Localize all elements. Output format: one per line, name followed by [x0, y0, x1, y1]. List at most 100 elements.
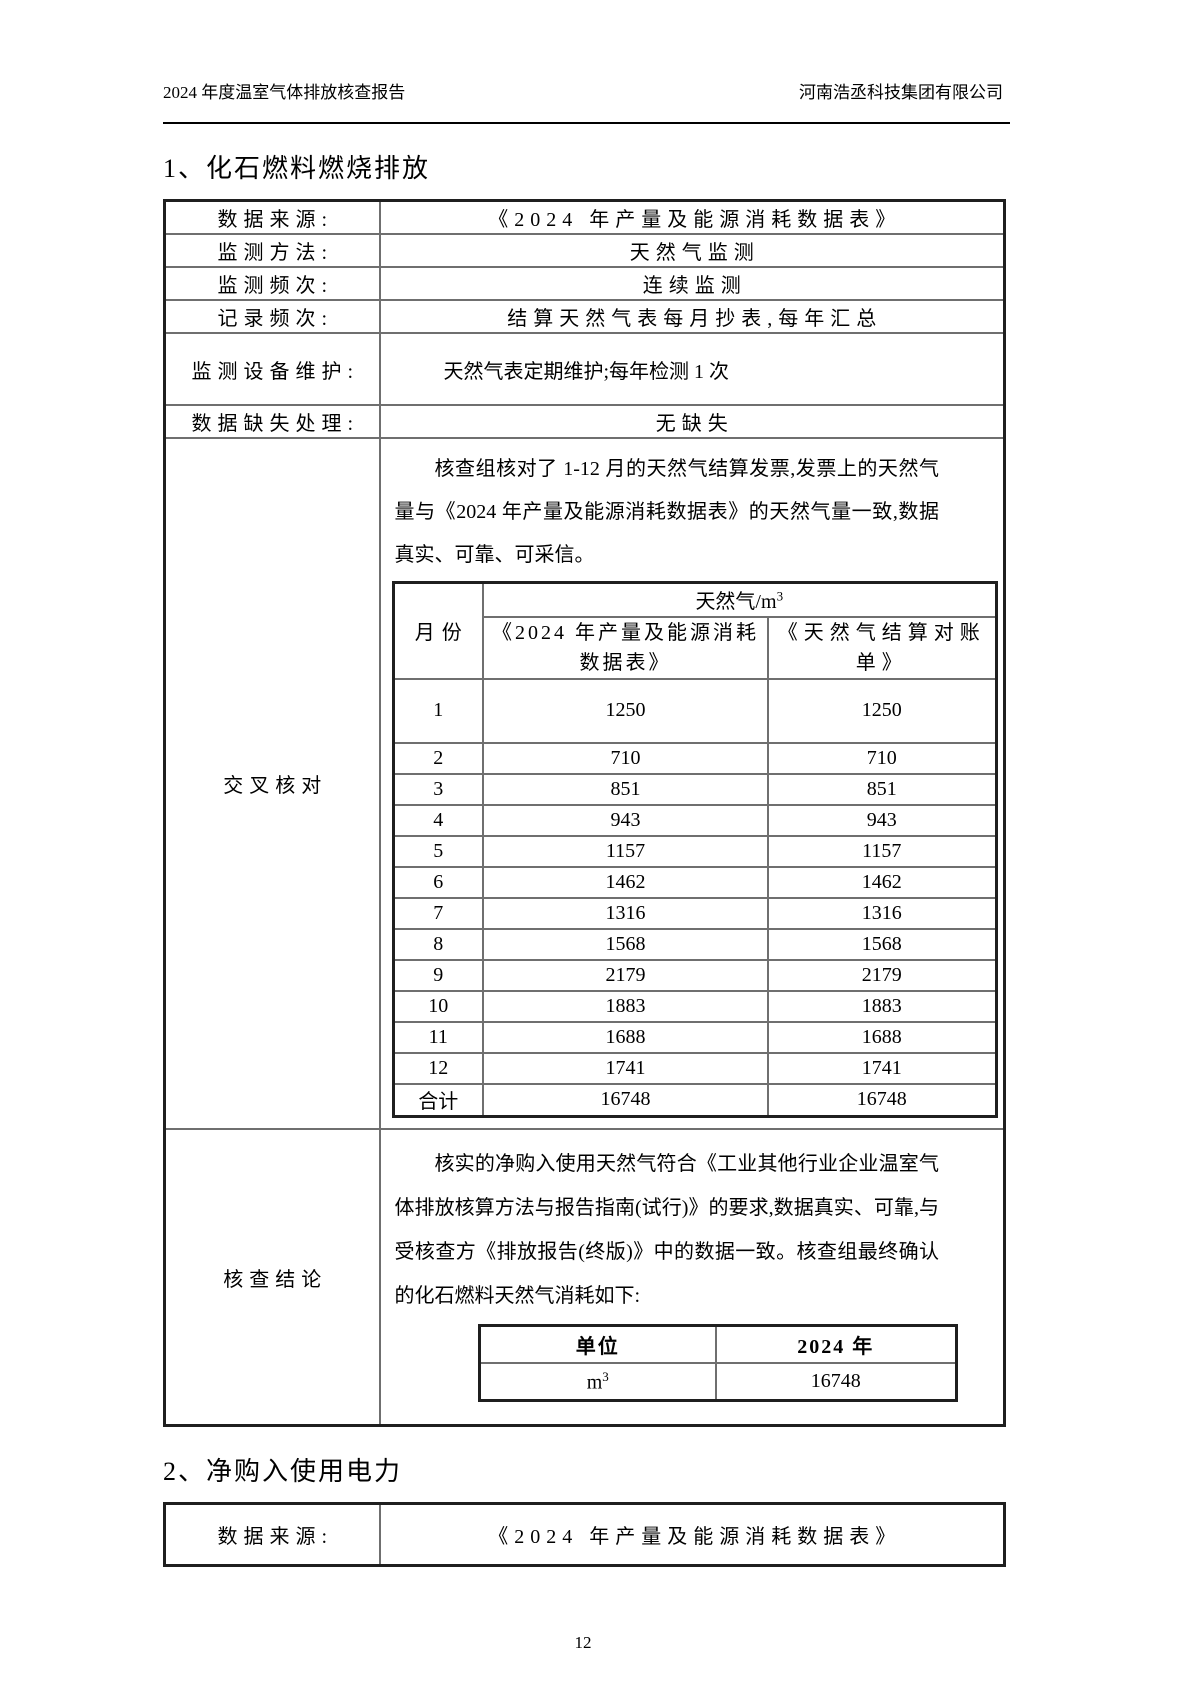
table-row: 监测频次: 连续监测: [163, 266, 1006, 301]
month-cell: 12: [392, 1051, 484, 1085]
value-a-cell: 2179: [482, 958, 769, 992]
conclusion-paragraph: 核实的净购入使用天然气符合《工业其他行业企业温室气体排放核算方法与报告指南(试行…: [394, 1153, 940, 1307]
info-value: 天然气监测: [378, 233, 1006, 268]
value-a-cell: 851: [482, 772, 769, 806]
value-b-cell: 1250: [767, 677, 997, 744]
table-row: 2 710 710: [392, 741, 997, 775]
table-row: 12 1741 1741: [392, 1051, 997, 1085]
value-a-cell: 1250: [482, 677, 769, 744]
year-value-cell: 16748: [715, 1362, 957, 1402]
table-row: 5 1157 1157: [392, 834, 997, 868]
value-b-cell: 1741: [767, 1051, 997, 1085]
table-row: 监测方法: 天然气监测: [163, 233, 1006, 268]
total-label-cell: 合计: [392, 1082, 484, 1118]
page-number: 12: [574, 1633, 592, 1652]
confirmed-consumption-table: 单位 2024 年 m3 16748: [477, 1324, 958, 1402]
section1-title: 1、化石燃料燃烧排放: [163, 154, 431, 183]
value-b-cell: 2179: [767, 958, 997, 992]
header-company-name: 河南浩丞科技集团有限公司: [799, 83, 1003, 102]
table-row: 7 1316 1316: [392, 896, 997, 930]
year-column-header: 2024 年: [715, 1324, 957, 1364]
value-b-cell: 851: [767, 772, 997, 806]
source-a-header: 《2024 年产量及能源消耗数据表》: [482, 615, 769, 680]
value-a-cell: 1688: [482, 1020, 769, 1054]
month-cell: 6: [392, 865, 484, 899]
table-row: m3 16748: [478, 1362, 957, 1402]
value-b-cell: 1883: [767, 989, 997, 1023]
electricity-table: 数据来源: 《2024 年产量及能源消耗数据表》: [163, 1502, 1006, 1567]
table-row: 9 2179 2179: [392, 958, 997, 992]
info-value: 《2024 年产量及能源消耗数据表》: [378, 1502, 1006, 1567]
fossil-fuel-table: 数据来源: 《2024 年产量及能源消耗数据表》 监测方法: 天然气监测 监测频…: [163, 199, 1006, 1427]
unit-column-header: 单位: [478, 1324, 717, 1364]
table-row: 4 943 943: [392, 803, 997, 837]
header-report-title: 2024 年度温室气体排放核查报告: [163, 83, 406, 102]
info-label: 记录频次:: [163, 299, 381, 334]
info-label: 数据来源:: [163, 199, 381, 235]
month-cell: 5: [392, 834, 484, 868]
month-cell: 1: [392, 677, 484, 744]
table-row: 8 1568 1568: [392, 927, 997, 961]
info-label: 数据来源:: [163, 1502, 381, 1567]
value-a-cell: 1157: [482, 834, 769, 868]
value-b-cell: 1316: [767, 896, 997, 930]
table-row: 数据来源: 《2024 年产量及能源消耗数据表》: [163, 199, 1006, 235]
value-a-cell: 1316: [482, 896, 769, 930]
cross-check-cell: 核查组核对了 1-12 月的天然气结算发票,发票上的天然气量与《2024 年产量…: [378, 437, 1006, 1130]
info-value: 连续监测: [378, 266, 1006, 301]
cross-check-label: 交叉核对: [163, 437, 381, 1130]
total-b-cell: 16748: [767, 1082, 997, 1118]
value-a-cell: 943: [482, 803, 769, 837]
gas-unit-header: 天然气/m3: [482, 581, 997, 618]
info-value: 无缺失: [378, 404, 1006, 439]
month-cell: 10: [392, 989, 484, 1023]
value-b-cell: 710: [767, 741, 997, 775]
unit-cell: m3: [478, 1362, 717, 1402]
table-row: 月份 天然气/m3: [392, 581, 997, 680]
month-cell: 7: [392, 896, 484, 930]
natural-gas-table: 月份 天然气/m3 《2024 年产量及能源消耗数据表》 《天然气结算对账单》 …: [391, 581, 998, 1118]
table-row: 监测设备维护: 天然气表定期维护;每年检测 1 次: [163, 332, 1006, 406]
source-b-header: 《天然气结算对账单》: [767, 615, 997, 680]
month-cell: 8: [392, 927, 484, 961]
value-b-cell: 1568: [767, 927, 997, 961]
cross-check-row: 交叉核对 核查组核对了 1-12 月的天然气结算发票,发票上的天然气量与《202…: [163, 437, 1006, 1130]
section2-title: 2、净购入使用电力: [163, 1457, 403, 1486]
month-cell: 3: [392, 772, 484, 806]
total-a-cell: 16748: [482, 1082, 769, 1118]
page-header: 2024 年度温室气体排放核查报告 河南浩丞科技集团有限公司: [163, 0, 1003, 103]
total-row: 合计 16748 16748: [392, 1082, 997, 1118]
info-label: 监测设备维护:: [163, 332, 381, 406]
value-a-cell: 1741: [482, 1051, 769, 1085]
info-value: 《2024 年产量及能源消耗数据表》: [378, 199, 1006, 235]
value-a-cell: 1568: [482, 927, 769, 961]
info-label: 数据缺失处理:: [163, 404, 381, 439]
table-row: 1 1250 1250: [392, 677, 997, 744]
table-row: 单位 2024 年: [478, 1324, 957, 1364]
value-b-cell: 943: [767, 803, 997, 837]
header-divider: [163, 122, 1010, 124]
month-cell: 11: [392, 1020, 484, 1054]
table-row: 6 1462 1462: [392, 865, 997, 899]
value-a-cell: 1883: [482, 989, 769, 1023]
value-b-cell: 1688: [767, 1020, 997, 1054]
gas-unit-sup: 3: [776, 588, 784, 604]
table-row: 11 1688 1688: [392, 1020, 997, 1054]
table-row: 数据缺失处理: 无缺失: [163, 404, 1006, 439]
value-a-cell: 710: [482, 741, 769, 775]
unit-text: m: [586, 1371, 603, 1394]
gas-unit-text: 天然气/m: [695, 591, 777, 614]
value-b-cell: 1462: [767, 865, 997, 899]
info-value: 结算天然气表每月抄表,每年汇总: [378, 299, 1006, 334]
month-column-header: 月份: [392, 581, 484, 680]
table-row: 数据来源: 《2024 年产量及能源消耗数据表》: [163, 1502, 1006, 1567]
info-label: 监测方法:: [163, 233, 381, 268]
month-cell: 4: [392, 803, 484, 837]
month-cell: 2: [392, 741, 484, 775]
conclusion-row: 核查结论 核实的净购入使用天然气符合《工业其他行业企业温室气体排放核算方法与报告…: [163, 1128, 1006, 1427]
month-cell: 9: [392, 958, 484, 992]
info-value: 天然气表定期维护;每年检测 1 次: [378, 332, 1006, 406]
unit-sup: 3: [602, 1368, 609, 1384]
table-row: 3 851 851: [392, 772, 997, 806]
